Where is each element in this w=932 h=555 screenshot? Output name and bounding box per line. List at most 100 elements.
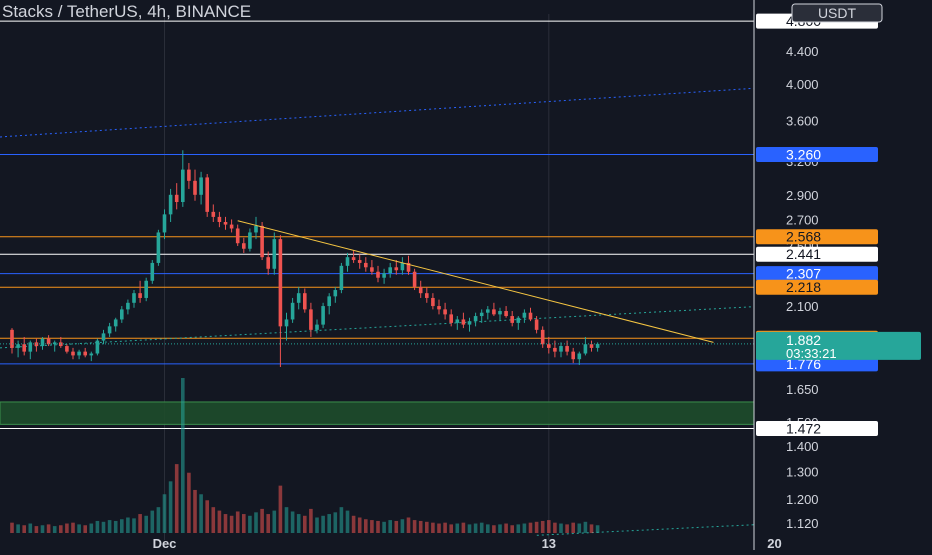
level-label-1.472-bg bbox=[756, 421, 878, 437]
volume-bar bbox=[339, 507, 344, 533]
y-tick-label: 1.120 bbox=[786, 516, 819, 531]
volume-bar bbox=[16, 524, 20, 533]
volume-bar bbox=[376, 520, 380, 533]
candle-body bbox=[71, 351, 75, 356]
candle-body bbox=[443, 309, 447, 315]
volume-bar bbox=[492, 525, 496, 533]
level-label-2.218-bg bbox=[756, 279, 878, 295]
countdown-label: 03:33:21 bbox=[786, 346, 837, 361]
volume-bar bbox=[443, 522, 447, 533]
candle-body bbox=[528, 312, 533, 320]
candle-body bbox=[364, 262, 368, 268]
candle-body bbox=[223, 222, 228, 225]
level-label-3.260-bg bbox=[756, 146, 878, 162]
candle-body bbox=[101, 333, 106, 341]
candle-body bbox=[437, 306, 441, 310]
volume-bar bbox=[589, 524, 594, 533]
volume-bar bbox=[577, 523, 582, 533]
candle-body bbox=[10, 329, 14, 348]
level-label-2.568-bg bbox=[756, 229, 878, 245]
volume-bar bbox=[553, 522, 557, 533]
candle-body bbox=[449, 314, 453, 323]
candle-body bbox=[425, 293, 429, 298]
candle-body bbox=[126, 302, 130, 310]
volume-bar bbox=[217, 510, 222, 533]
candle-body bbox=[589, 344, 594, 348]
volume-bar bbox=[71, 522, 75, 533]
volume-bar bbox=[394, 520, 399, 533]
volume-bar bbox=[583, 521, 588, 533]
candle-body bbox=[150, 262, 155, 281]
volume-bar bbox=[406, 517, 411, 533]
candle-body bbox=[467, 321, 472, 325]
candle-body bbox=[315, 324, 319, 330]
volume-bar bbox=[510, 525, 514, 533]
y-tick-label: 1.300 bbox=[786, 464, 819, 479]
candle-body bbox=[187, 169, 191, 181]
volume-bar bbox=[22, 525, 26, 533]
volume-bar bbox=[272, 510, 277, 533]
candle-body bbox=[492, 309, 496, 315]
level-label-1.472: 1.472 bbox=[786, 421, 821, 437]
volume-bar bbox=[296, 514, 301, 533]
y-tick-label: 3.600 bbox=[786, 113, 819, 128]
candle-body bbox=[235, 228, 240, 244]
volume-bar bbox=[357, 517, 362, 533]
volume-bar bbox=[260, 508, 264, 533]
y-tick-label: 1.200 bbox=[786, 492, 819, 507]
volume-bar bbox=[266, 514, 270, 533]
volume-bar bbox=[52, 526, 57, 533]
volume-bar bbox=[101, 521, 106, 533]
candle-body bbox=[242, 243, 246, 249]
level-label-1.776-bg bbox=[756, 356, 878, 372]
currency-badge-bg bbox=[791, 3, 883, 23]
candle-body bbox=[168, 194, 173, 215]
volume-bar bbox=[138, 514, 142, 533]
candle-body bbox=[577, 353, 582, 360]
candle-body bbox=[357, 260, 362, 263]
volume-bar bbox=[242, 514, 246, 533]
candle-body bbox=[309, 309, 313, 330]
candle-body bbox=[376, 271, 380, 278]
candle-body bbox=[455, 319, 460, 323]
candle-body bbox=[486, 309, 490, 313]
volume-bar bbox=[473, 523, 478, 533]
candle-body bbox=[83, 351, 87, 356]
volume-bar bbox=[455, 523, 460, 533]
volume-bar bbox=[235, 511, 240, 533]
candle-body bbox=[479, 312, 484, 317]
volume-bar bbox=[333, 512, 338, 533]
volume-bar bbox=[223, 514, 228, 533]
candle-body bbox=[95, 340, 100, 354]
volume-bar bbox=[77, 524, 81, 533]
candle-body bbox=[351, 257, 356, 261]
volume-bar bbox=[144, 515, 148, 533]
volume-bar bbox=[126, 517, 130, 533]
volume-bar bbox=[187, 472, 191, 533]
volume-bar bbox=[174, 464, 179, 533]
volume-bar bbox=[65, 523, 69, 533]
candle-body bbox=[211, 211, 216, 217]
volume-bar bbox=[547, 520, 551, 533]
level-label-3.260: 3.260 bbox=[786, 146, 821, 162]
volume-bar bbox=[284, 507, 289, 533]
candle-body bbox=[412, 271, 417, 287]
candle-body bbox=[382, 273, 386, 278]
candle-body bbox=[284, 319, 289, 327]
volume-bar bbox=[315, 517, 319, 533]
candle-body bbox=[534, 319, 539, 330]
candle-body bbox=[290, 302, 295, 320]
volume-bar bbox=[278, 485, 283, 533]
candle-body bbox=[46, 338, 51, 345]
candle-body bbox=[260, 225, 264, 258]
x-tick-label: 20 bbox=[767, 536, 781, 550]
volume-bar bbox=[290, 511, 295, 533]
volume-bar bbox=[95, 520, 100, 533]
candle-body bbox=[132, 293, 136, 303]
candle-body bbox=[571, 351, 575, 360]
candle-body bbox=[296, 293, 301, 303]
candle-body bbox=[181, 169, 185, 203]
candle-body bbox=[217, 216, 222, 223]
volume-bar bbox=[193, 489, 197, 533]
candle-body bbox=[595, 343, 600, 348]
